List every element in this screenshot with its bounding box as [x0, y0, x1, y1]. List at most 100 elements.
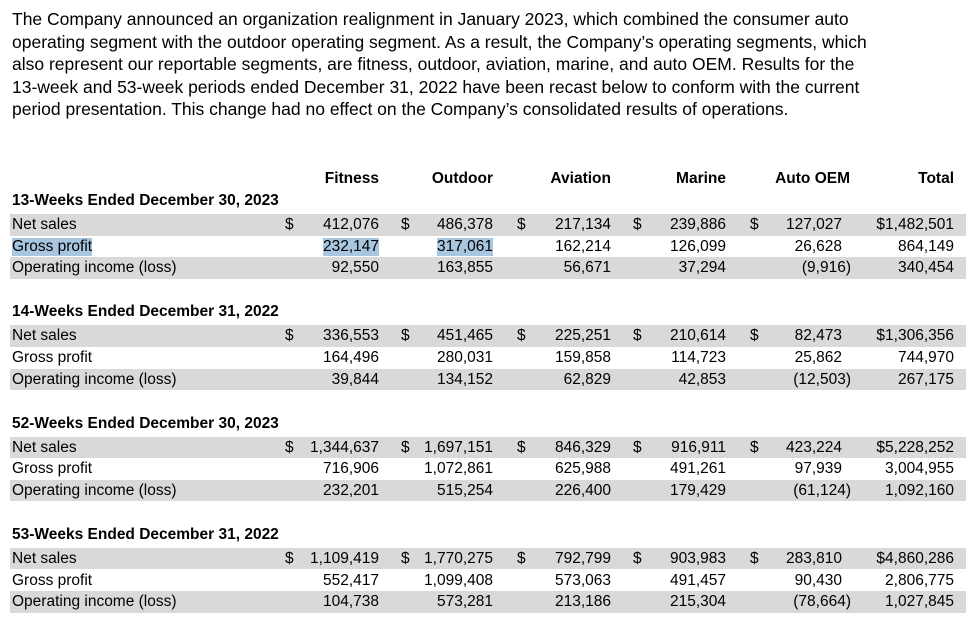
value-cell-aviation: 225,251 — [554, 327, 611, 345]
row-label: Net sales — [12, 549, 77, 567]
value-cell-outdoor: 1,770,275 — [424, 549, 493, 567]
paragraph-line: The Company announced an organization re… — [12, 9, 849, 29]
value-cell-aviation: 573,063 — [554, 571, 611, 589]
dollar-sign: $ — [285, 438, 294, 456]
value-cell-outdoor: 515,254 — [436, 481, 493, 499]
paragraph-line: 13-week and 53-week periods ended Decemb… — [12, 76, 860, 97]
value-cell-fitness: 412,076 — [322, 216, 379, 233]
value-cell-marine: 42,853 — [678, 370, 726, 388]
dollar-sign: $ — [517, 549, 526, 567]
value-cell-fitness: 232,147 — [322, 237, 379, 256]
column-header: Fitness — [324, 170, 379, 187]
section-title: 13-Weeks Ended December 30, 2023 — [12, 192, 279, 209]
row-label: Gross profit — [12, 237, 93, 256]
dollar-sign: $ — [633, 549, 642, 567]
value-cell-marine: 916,911 — [671, 438, 726, 456]
value-cell-total: $5,228,252 — [876, 438, 954, 456]
dollar-sign: $ — [285, 549, 294, 567]
value-cell-fitness: 716,906 — [322, 460, 379, 478]
value-cell-aviation: 846,329 — [554, 438, 611, 456]
row-label: Gross profit — [12, 571, 93, 589]
value-cell-aviation: 162,214 — [554, 237, 611, 255]
row-label: Operating income (loss) — [12, 593, 177, 611]
table-row: Operating income (loss) 232,201 515,254 226… — [10, 479, 966, 502]
value-cell-marine: 210,614 — [669, 327, 726, 345]
dollar-sign: $ — [517, 438, 526, 456]
table-row: Gross profit 232,147 317,061 162,214 126,099… — [10, 236, 966, 258]
value-cell-outdoor: 317,061 — [436, 237, 493, 256]
value-cell-auto-oem: 82,473 — [794, 327, 842, 345]
column-header: Aviation — [550, 170, 611, 187]
table-row: Gross profit 552,417 1,099,408 573,063 491,4… — [10, 570, 966, 592]
value-cell-outdoor: 1,072,861 — [424, 460, 493, 478]
value-cell-auto-oem: (12,503) — [793, 370, 851, 388]
dollar-sign: $ — [633, 438, 642, 456]
value-cell-total: 864,149 — [897, 237, 954, 255]
value-cell-total: 1,092,160 — [885, 481, 954, 499]
value-cell-marine: 179,429 — [669, 481, 726, 499]
value-cell-outdoor: 280,031 — [436, 348, 493, 366]
row-label: Operating income (loss) — [12, 481, 177, 499]
dollar-sign: $ — [750, 216, 759, 233]
dollar-sign: $ — [285, 327, 294, 345]
value-cell-total: 744,970 — [897, 348, 954, 366]
paragraph-line: period presentation. This change had no … — [12, 99, 789, 120]
value-cell-auto-oem: 423,224 — [785, 438, 842, 456]
value-cell-total: 267,175 — [897, 370, 954, 388]
column-header: Auto OEM — [775, 170, 850, 187]
table-row: Net sales $1,109,419 $1,770,275 $792,799 $90… — [10, 547, 966, 570]
value-cell-outdoor: 486,378 — [436, 216, 493, 233]
value-cell-marine: 491,261 — [669, 460, 726, 478]
dollar-sign: $ — [401, 549, 410, 567]
table-row: Net sales $1,344,637 $1,697,151 $846,329 $91… — [10, 436, 966, 459]
value-cell-outdoor: 163,855 — [436, 259, 493, 277]
value-cell-outdoor: 573,281 — [436, 593, 493, 611]
value-cell-fitness: 1,344,637 — [310, 438, 379, 456]
table-row: Gross profit 164,496 280,031 159,858 114,723… — [10, 347, 966, 369]
value-cell-fitness: 552,417 — [322, 571, 379, 589]
value-cell-total: 340,454 — [897, 259, 954, 277]
row-label: Operating income (loss) — [12, 259, 177, 277]
table-row: Net sales $336,553 $451,465 $225,251 $210,61… — [10, 325, 966, 347]
value-cell-marine: 37,294 — [678, 259, 726, 277]
table-row: Operating income (loss) 104,738 573,281 213… — [10, 591, 966, 613]
value-cell-fitness: 92,550 — [331, 259, 379, 277]
value-cell-outdoor: 451,465 — [436, 327, 493, 345]
value-cell-marine: 114,723 — [671, 348, 726, 366]
value-cell-total: 2,806,775 — [885, 571, 954, 589]
value-cell-auto-oem: 97,939 — [794, 460, 842, 478]
column-header: Marine — [676, 170, 726, 187]
dollar-sign: $ — [285, 216, 294, 233]
value-cell-auto-oem: (9,916) — [801, 259, 851, 277]
dollar-sign: $ — [633, 216, 642, 233]
value-cell-aviation: 792,799 — [554, 549, 611, 567]
table-row: Gross profit 716,906 1,072,861 625,988 491,2… — [10, 458, 966, 480]
value-cell-fitness: 164,496 — [322, 348, 379, 366]
value-cell-fitness: 336,553 — [322, 327, 379, 345]
value-cell-total: 1,027,845 — [885, 593, 954, 611]
value-cell-fitness: 104,738 — [322, 593, 379, 611]
value-cell-auto-oem: (78,664) — [793, 593, 851, 611]
dollar-sign: $ — [517, 216, 526, 233]
value-cell-marine: 215,304 — [669, 593, 726, 611]
value-cell-fitness: 1,109,419 — [310, 549, 379, 567]
dollar-sign: $ — [401, 438, 410, 456]
value-cell-fitness: 39,844 — [331, 370, 379, 388]
value-cell-auto-oem: 25,862 — [794, 348, 842, 366]
value-cell-outdoor: 1,697,151 — [424, 438, 493, 456]
table-row: Net sales $412,076 $486,378 $217,134 $239,88… — [10, 214, 966, 236]
row-label: Gross profit — [12, 460, 93, 478]
value-cell-fitness: 232,201 — [322, 481, 379, 499]
value-cell-marine: 239,886 — [669, 216, 726, 233]
value-cell-total: 3,004,955 — [885, 460, 954, 478]
value-cell-outdoor: 1,099,408 — [424, 571, 493, 589]
value-cell-total: $4,860,286 — [876, 549, 954, 567]
row-label: Operating income (loss) — [12, 370, 177, 388]
table-row: Operating income (loss) 92,550 163,855 56,6… — [10, 257, 966, 279]
column-header: Total — [918, 170, 954, 187]
dollar-sign: $ — [750, 549, 759, 567]
value-cell-aviation: 213,186 — [554, 593, 611, 611]
value-cell-aviation: 159,858 — [554, 348, 611, 366]
dollar-sign: $ — [750, 438, 759, 456]
value-cell-auto-oem: 127,027 — [785, 216, 842, 233]
